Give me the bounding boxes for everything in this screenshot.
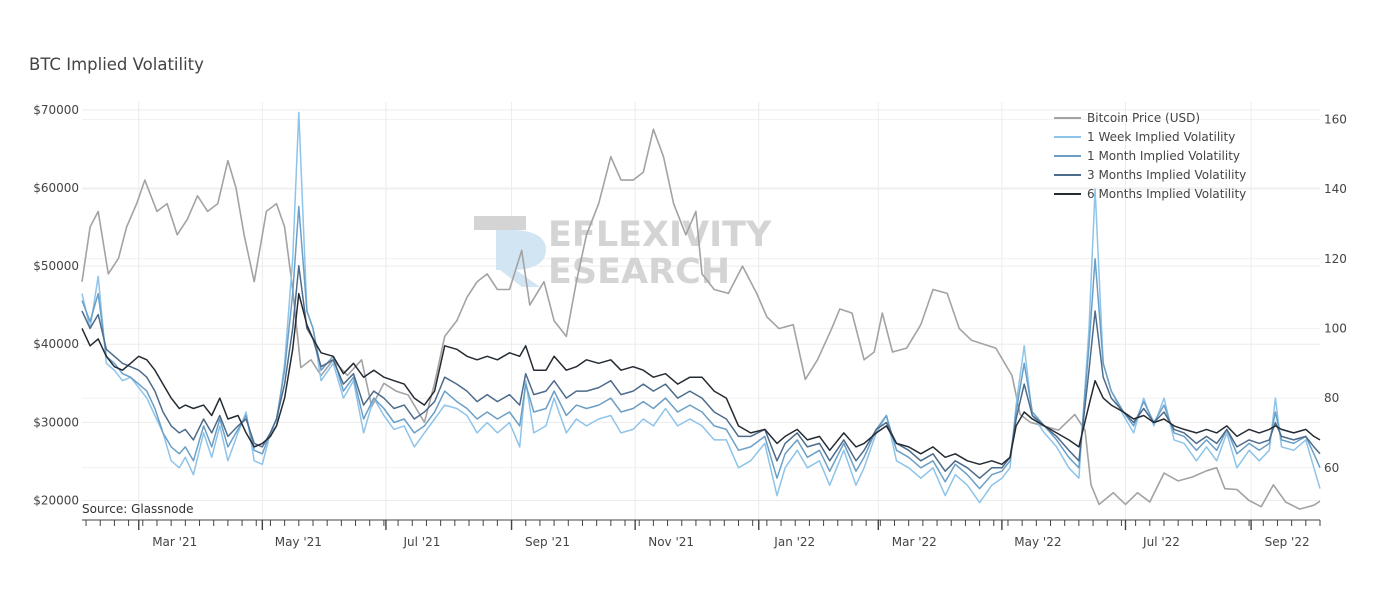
x-tick-label: Jan '22 bbox=[773, 535, 815, 549]
legend-item[interactable]: 1 Week Implied Volatility bbox=[1054, 130, 1235, 144]
series-line-bitcoin-price-usd bbox=[81, 128, 1321, 510]
x-tick-label: Jul '21 bbox=[402, 535, 440, 549]
legend-label: 1 Week Implied Volatility bbox=[1087, 130, 1235, 144]
grid-lines bbox=[82, 102, 1320, 520]
y-left-tick-label: $40000 bbox=[33, 337, 79, 351]
series-line-6-months-implied-volatility bbox=[81, 292, 1321, 466]
x-tick-label: Sep '21 bbox=[525, 535, 570, 549]
source-label: Source: Glassnode bbox=[82, 502, 194, 516]
y-left-tick-label: $60000 bbox=[33, 181, 79, 195]
y-right-tick-label: 140 bbox=[1324, 182, 1347, 196]
x-tick-label: Nov '21 bbox=[648, 535, 694, 549]
legend-item[interactable]: Bitcoin Price (USD) bbox=[1054, 111, 1200, 125]
y-right-tick-label: 120 bbox=[1324, 252, 1347, 266]
series-lines bbox=[81, 111, 1321, 510]
legend[interactable]: Bitcoin Price (USD) 1 Week Implied Volati… bbox=[1054, 111, 1246, 201]
y-left-tick-label: $30000 bbox=[33, 415, 79, 429]
series-line-3-months-implied-volatility bbox=[81, 264, 1321, 479]
watermark-logo-shape bbox=[496, 230, 546, 287]
y-left-tick-label: $70000 bbox=[33, 103, 79, 117]
x-tick-label: Jul '22 bbox=[1142, 535, 1180, 549]
legend-label: 3 Months Implied Volatility bbox=[1087, 168, 1246, 182]
x-tick-label: May '21 bbox=[275, 535, 322, 549]
y-right-tick-label: 160 bbox=[1324, 112, 1347, 126]
y-right-tick-label: 80 bbox=[1324, 391, 1339, 405]
axes: Mar '21 May '21 Jul '21 Sep '21 Nov '21 Jan '… bbox=[33, 103, 1347, 549]
y-left-tick-label: $50000 bbox=[33, 259, 79, 273]
y-right-tick-label: 60 bbox=[1324, 461, 1339, 475]
x-tick-label: Sep '22 bbox=[1265, 535, 1310, 549]
x-tick-label: Mar '21 bbox=[152, 535, 197, 549]
watermark-logo-bar bbox=[474, 216, 526, 230]
legend-label: 6 Months Implied Volatility bbox=[1087, 187, 1246, 201]
legend-label: 1 Month Implied Volatility bbox=[1087, 149, 1240, 163]
legend-item[interactable]: 6 Months Implied Volatility bbox=[1054, 187, 1246, 201]
x-tick-label: Mar '22 bbox=[892, 535, 937, 549]
legend-label: Bitcoin Price (USD) bbox=[1087, 111, 1200, 125]
chart-title: BTC Implied Volatility bbox=[29, 55, 204, 74]
watermark-text-line-1: EFLEXIVITY bbox=[548, 215, 772, 255]
x-tick-label: May '22 bbox=[1014, 535, 1061, 549]
legend-item[interactable]: 1 Month Implied Volatility bbox=[1054, 149, 1240, 163]
y-left-tick-label: $20000 bbox=[33, 493, 79, 507]
legend-item[interactable]: 3 Months Implied Volatility bbox=[1054, 168, 1246, 182]
y-right-tick-label: 100 bbox=[1324, 321, 1347, 335]
